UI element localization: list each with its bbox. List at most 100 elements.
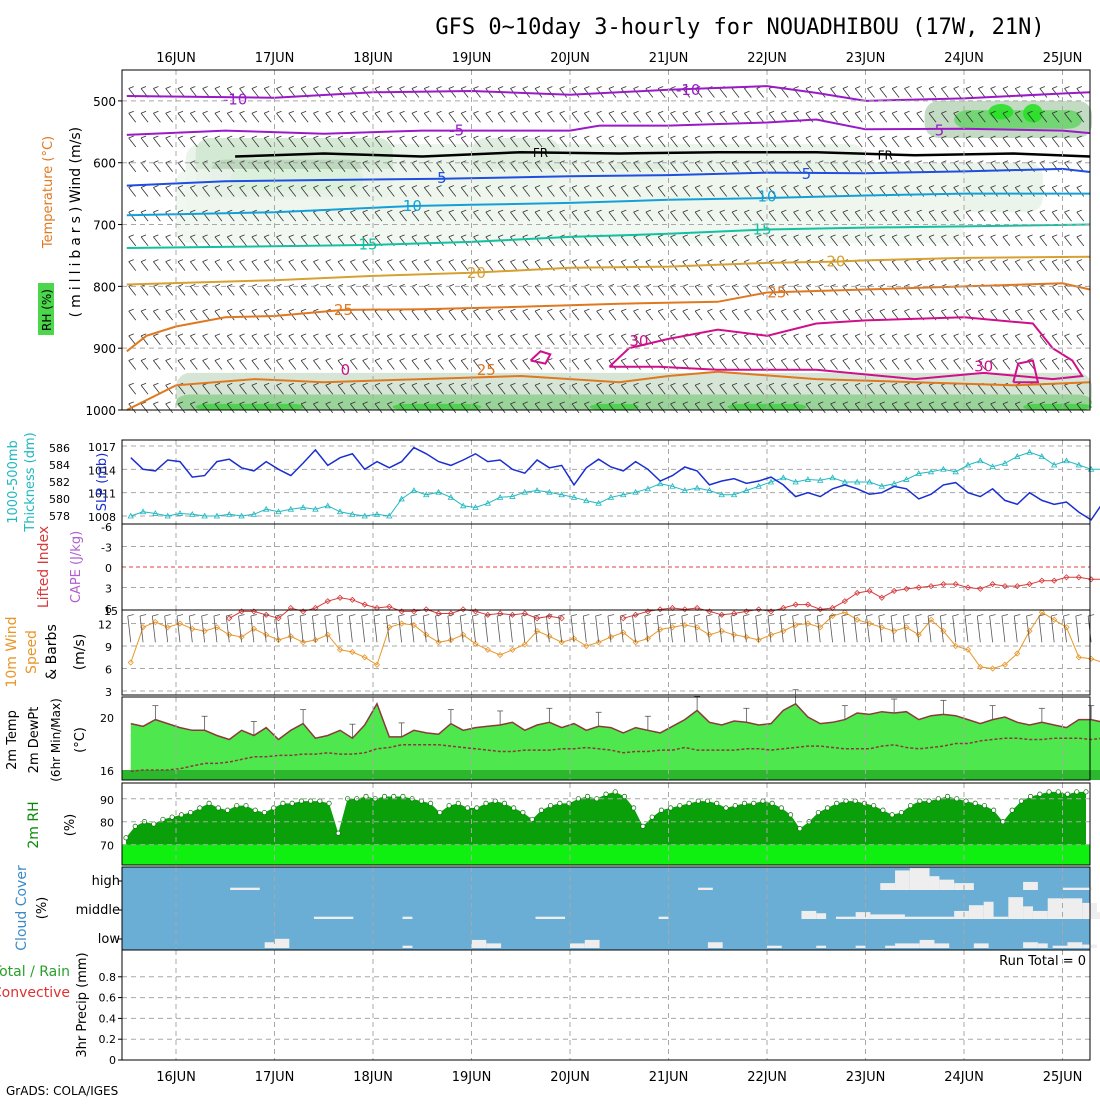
wind-barb <box>793 360 801 370</box>
wind-barb <box>448 209 455 213</box>
lifted-index-point <box>681 606 688 613</box>
cloud-bar <box>835 916 856 919</box>
wind-barb <box>128 310 137 321</box>
wind-barb <box>1064 286 1072 296</box>
wind-barb <box>424 358 430 361</box>
wind-barb <box>928 137 937 148</box>
wind-barb <box>620 187 629 197</box>
wind-barb <box>670 401 676 405</box>
wind-barb <box>805 385 814 395</box>
wind-barb <box>436 310 444 321</box>
wind-barb <box>262 615 267 643</box>
wind-barb <box>128 358 134 361</box>
contour-label: 30 <box>974 358 993 376</box>
rh-point <box>1064 791 1071 797</box>
wind-barb <box>1002 358 1009 361</box>
wind-barb <box>817 261 826 271</box>
wind-barb <box>547 333 553 337</box>
rh-shade <box>1023 104 1043 123</box>
wind-barb <box>682 310 691 321</box>
wind-barb <box>263 261 272 271</box>
wind-barb <box>830 110 836 114</box>
pressure-tick: 900 <box>93 342 116 356</box>
wind-barb <box>891 162 900 172</box>
wind-barb <box>1076 333 1082 337</box>
pressure-tick: 600 <box>93 157 116 171</box>
wind-barb <box>473 335 481 346</box>
wind-barb <box>398 615 403 643</box>
temp-tick: 20 <box>100 712 114 725</box>
wind-barb <box>670 209 676 213</box>
wind-barb <box>337 187 346 197</box>
wind-barb <box>485 113 494 123</box>
wind-barb <box>337 259 344 263</box>
wind-barb <box>214 113 223 123</box>
wind-barb <box>855 308 861 312</box>
contour-label: 5 <box>802 165 812 183</box>
wind-barb <box>817 137 826 148</box>
wind-barb <box>694 110 701 114</box>
wind-barb <box>830 385 838 395</box>
wind-barb <box>830 185 836 188</box>
top-date-axis: 16JUN 17JUN 18JUN 19JUN 20JUN 21JUN 22JUN 23JUN… <box>156 51 1082 66</box>
wind-barb <box>1064 385 1072 395</box>
wind-barb <box>325 236 334 247</box>
wind-barb <box>313 110 319 114</box>
wind-barb <box>682 110 688 114</box>
wind-barb <box>411 86 418 89</box>
wind-barb <box>264 259 270 263</box>
wind-barb <box>276 403 284 414</box>
wind-barb <box>682 403 691 414</box>
wind-barb <box>1052 86 1058 89</box>
wind-barb <box>669 615 673 643</box>
wind-barb <box>559 401 565 405</box>
wind-barb <box>842 236 851 247</box>
wind-barb <box>731 358 738 361</box>
wind-barb <box>448 401 455 405</box>
wind-barb <box>411 211 420 222</box>
wind-barb <box>978 86 984 89</box>
thickness-point <box>977 457 984 464</box>
rh-point <box>224 807 231 813</box>
wind-barb <box>940 614 947 617</box>
wind-barb <box>190 401 196 405</box>
lifted-index-point <box>349 596 356 603</box>
cloud-bar <box>904 916 955 919</box>
rh-point <box>446 803 452 809</box>
wind-barb <box>140 310 149 321</box>
wind-barb <box>127 615 132 643</box>
wind-barb <box>399 283 405 287</box>
wind-barb <box>719 187 728 197</box>
wind-barb <box>990 286 998 296</box>
wind-barb <box>694 259 701 263</box>
rh-point <box>843 798 849 804</box>
wind-barb <box>497 614 504 617</box>
wind-barb <box>350 360 358 370</box>
wind-barb <box>842 135 849 139</box>
wind-barb <box>916 401 922 405</box>
wind-barb <box>867 308 873 312</box>
wind-barb <box>742 615 747 643</box>
wind-barb <box>448 137 457 148</box>
wind-barb <box>251 335 260 346</box>
wind-barb <box>411 286 420 296</box>
wind-barb <box>965 110 972 114</box>
wind-barb <box>571 137 580 148</box>
wind-barb <box>497 259 504 263</box>
wind-barb <box>497 236 506 247</box>
wind-barb <box>177 137 186 148</box>
wind-barb <box>362 403 371 414</box>
wind-barb <box>645 403 654 414</box>
wind-barb <box>768 160 775 164</box>
wind-barb <box>399 185 405 188</box>
wind-barb <box>276 259 282 263</box>
wind-barb <box>510 86 516 89</box>
rh-shade <box>988 104 1014 120</box>
wind-barb <box>990 234 996 238</box>
wind-speed-point <box>632 639 639 646</box>
lifted-index-point <box>1088 576 1095 583</box>
cloud-bar <box>885 945 896 948</box>
wind-barb <box>793 358 799 361</box>
wind-barb <box>707 113 715 123</box>
wind-barb <box>645 187 654 197</box>
